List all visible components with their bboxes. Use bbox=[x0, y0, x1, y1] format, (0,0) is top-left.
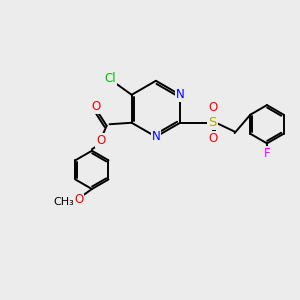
Text: Cl: Cl bbox=[105, 72, 116, 85]
Text: CH₃: CH₃ bbox=[54, 197, 74, 207]
Text: O: O bbox=[96, 134, 105, 147]
Text: N: N bbox=[152, 130, 160, 143]
Text: O: O bbox=[92, 100, 101, 113]
Text: O: O bbox=[74, 193, 83, 206]
Text: O: O bbox=[208, 101, 217, 114]
Text: O: O bbox=[208, 132, 217, 145]
Text: S: S bbox=[208, 116, 217, 129]
Text: F: F bbox=[264, 147, 270, 160]
Text: N: N bbox=[176, 88, 184, 101]
